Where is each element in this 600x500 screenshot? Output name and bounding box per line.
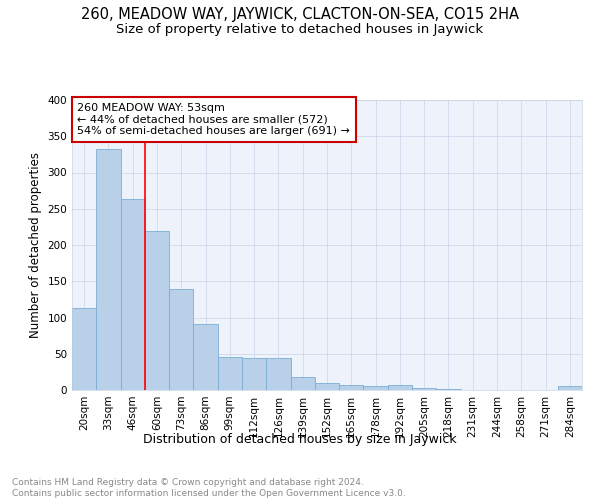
Bar [169, 289, 193, 390]
Text: Size of property relative to detached houses in Jaywick: Size of property relative to detached ho… [116, 22, 484, 36]
Bar [339, 385, 364, 390]
Bar [72, 308, 96, 390]
Bar [412, 388, 436, 390]
Text: 260, MEADOW WAY, JAYWICK, CLACTON-ON-SEA, CO15 2HA: 260, MEADOW WAY, JAYWICK, CLACTON-ON-SEA… [81, 8, 519, 22]
Bar [121, 198, 145, 390]
Bar [315, 383, 339, 390]
Text: Distribution of detached houses by size in Jaywick: Distribution of detached houses by size … [143, 432, 457, 446]
Bar [558, 386, 582, 390]
Bar [218, 358, 242, 390]
Bar [436, 388, 461, 390]
Bar [290, 377, 315, 390]
Text: 260 MEADOW WAY: 53sqm
← 44% of detached houses are smaller (572)
54% of semi-det: 260 MEADOW WAY: 53sqm ← 44% of detached … [77, 103, 350, 136]
Y-axis label: Number of detached properties: Number of detached properties [29, 152, 42, 338]
Bar [96, 148, 121, 390]
Text: Contains HM Land Registry data © Crown copyright and database right 2024.
Contai: Contains HM Land Registry data © Crown c… [12, 478, 406, 498]
Bar [193, 324, 218, 390]
Bar [364, 386, 388, 390]
Bar [242, 358, 266, 390]
Bar [388, 385, 412, 390]
Bar [145, 230, 169, 390]
Bar [266, 358, 290, 390]
